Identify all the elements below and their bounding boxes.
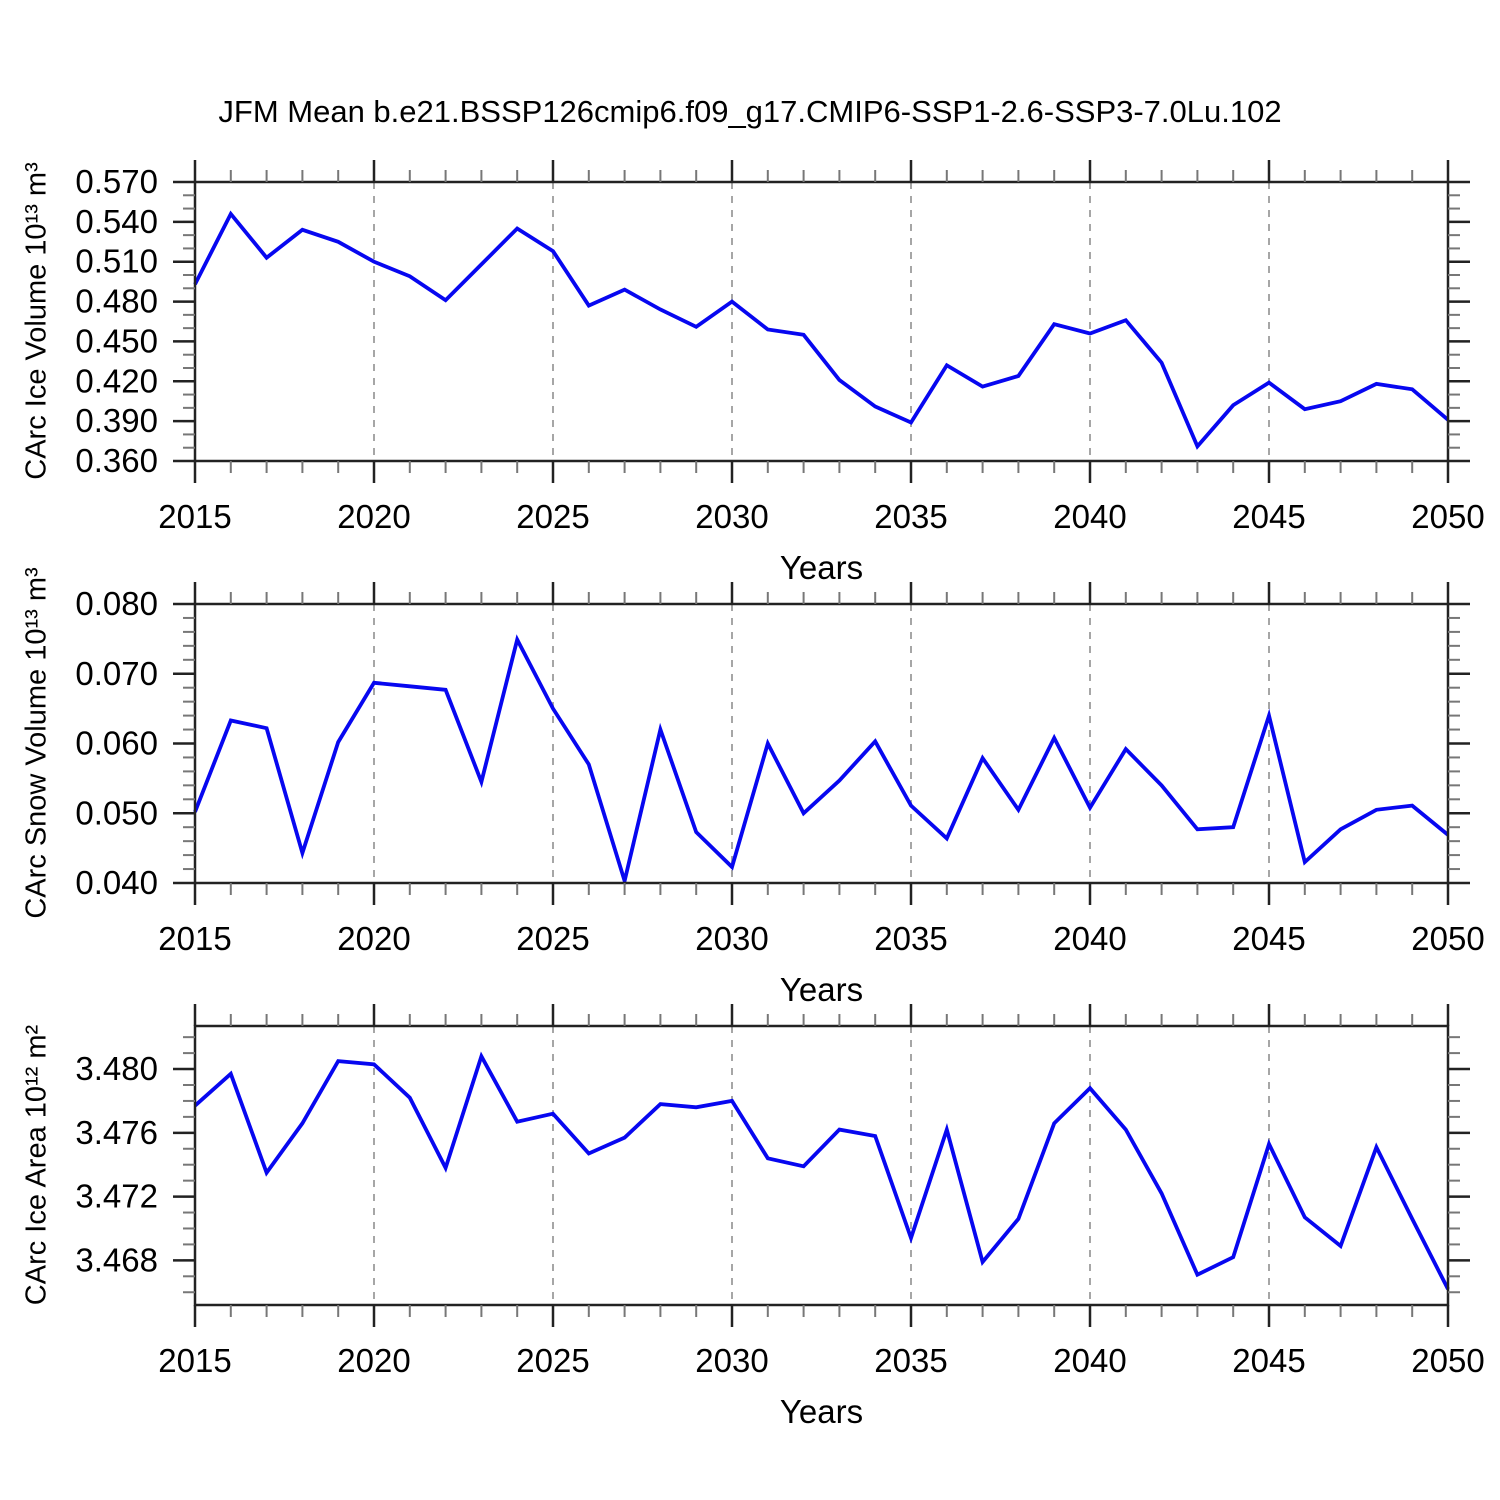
y-tick-label: 3.476 [75,1114,158,1151]
y-tick-label: 0.540 [75,203,158,240]
y-tick-label: 0.060 [75,725,158,762]
y-tick-label: 0.070 [75,655,158,692]
y-tick-label: 0.570 [75,163,158,200]
x-axis-label-years-3: Years [779,1393,864,1430]
x-tick-label: 2050 [1411,920,1484,957]
x-tick-label: 2015 [158,1342,231,1379]
y-tick-label: 3.472 [75,1178,158,1215]
x-tick-label: 2040 [1053,1342,1126,1379]
x-tick-label: 2050 [1411,1342,1484,1379]
x-tick-label: 2045 [1232,920,1305,957]
plot-frame [193,180,1450,463]
x-tick-label: 2035 [874,920,947,957]
carc-ice-volume-line [193,210,1450,450]
x-tick-label: 2025 [516,498,589,535]
y-tick-label: 0.420 [75,362,158,399]
y-tick-label: 3.480 [75,1050,158,1087]
y-tick-label: 0.480 [75,283,158,320]
x-tick-label: 2020 [337,498,410,535]
y-axis-label-ice-volume: CArc Ice Volume 10¹³ m³ [20,162,53,480]
x-tick-label: 2015 [158,498,231,535]
x-tick-label: 2020 [337,1342,410,1379]
figure-title: JFM Mean b.e21.BSSP126cmip6.f09_g17.CMIP… [218,94,1282,129]
x-tick-label: 2045 [1232,498,1305,535]
carc-snow-volume-line [193,634,1450,889]
x-tick-label: 2040 [1053,920,1126,957]
y-axis-label-ice-area: CArc Ice Area 10¹² m² [20,1024,53,1306]
x-tick-label: 2045 [1232,1342,1305,1379]
y-tick-label: 0.510 [75,243,158,280]
x-tick-label: 2030 [695,920,768,957]
y-tick-label: 0.080 [75,585,158,622]
x-tick-label: 2030 [695,1342,768,1379]
x-tick-label: 2020 [337,920,410,957]
x-tick-label: 2035 [874,498,947,535]
x-axis-label-years-1: Years [779,549,864,586]
x-tick-label: 2030 [695,498,768,535]
x-tick-label: 2040 [1053,498,1126,535]
x-tick-label: 2015 [158,920,231,957]
x-tick-label: 2050 [1411,498,1484,535]
x-tick-label: 2025 [516,1342,589,1379]
y-axis-label-snow-volume: CArc Snow Volume 10¹³ m³ [20,567,53,919]
y-tick-label: 0.390 [75,402,158,439]
y-tick-label: 0.050 [75,794,158,831]
y-tick-label: 3.468 [75,1241,158,1278]
carc-ice-area-line [193,1051,1450,1290]
plot-frame [193,1024,1450,1307]
x-axis-label-years-2: Years [779,971,864,1008]
y-tick-label: 0.040 [75,864,158,901]
x-tick-label: 2035 [874,1342,947,1379]
x-tick-label: 2025 [516,920,589,957]
y-tick-label: 0.360 [75,442,158,479]
y-tick-label: 0.450 [75,322,158,359]
